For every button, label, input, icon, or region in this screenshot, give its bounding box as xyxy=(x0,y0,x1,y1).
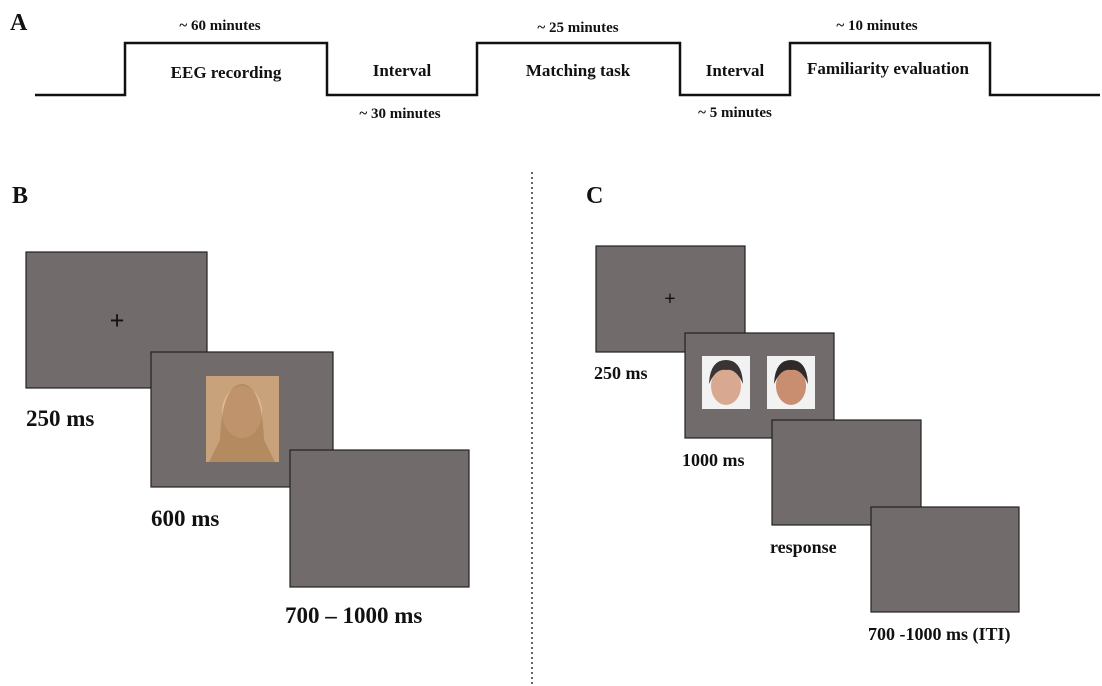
screen xyxy=(289,449,470,588)
panel-label: B xyxy=(12,183,28,209)
timeline xyxy=(35,41,1100,97)
stage: Matching task xyxy=(526,61,631,80)
duration: ~ 10 minutes xyxy=(836,18,917,34)
screen xyxy=(870,506,1020,613)
stage: Interval xyxy=(706,61,765,80)
timing: response xyxy=(770,537,837,557)
timing: 600 ms xyxy=(151,506,219,531)
duration: ~ 30 minutes xyxy=(359,106,440,122)
timing: 1000 ms xyxy=(682,450,745,470)
panel-label: A xyxy=(10,10,28,36)
fixation-cross: + xyxy=(664,288,675,310)
stage: Interval xyxy=(373,61,432,80)
duration: ~ 5 minutes xyxy=(698,105,772,121)
face-image xyxy=(767,356,815,409)
face-image xyxy=(206,376,279,462)
timing: 250 ms xyxy=(26,406,94,431)
stage: EEG recording xyxy=(171,63,282,82)
panel-label: C xyxy=(586,183,603,209)
timing: 700 – 1000 ms xyxy=(285,603,422,628)
stage: Familiarity evaluation xyxy=(807,59,970,78)
face-image xyxy=(702,356,750,409)
timing: 700 -1000 ms (ITI) xyxy=(868,624,1011,645)
fixation-cross: + xyxy=(110,306,125,335)
duration: ~ 25 minutes xyxy=(537,20,618,36)
duration: ~ 60 minutes xyxy=(179,18,260,34)
timing: 250 ms xyxy=(594,363,648,383)
